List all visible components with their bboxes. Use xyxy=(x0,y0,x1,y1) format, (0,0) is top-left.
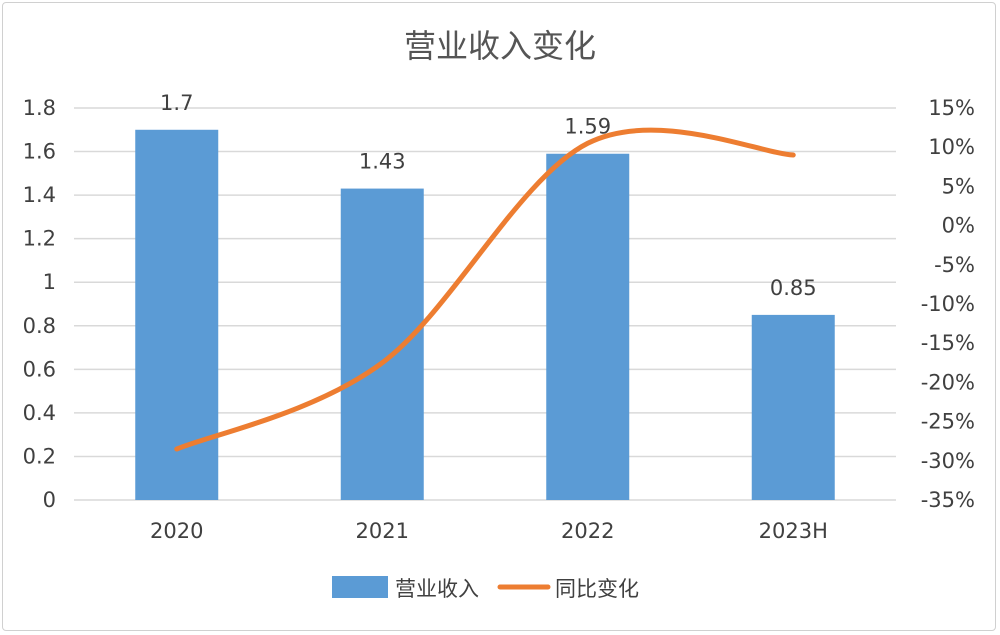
right-axis-tick-label: -35% xyxy=(921,488,975,512)
right-axis-tick-label: 0% xyxy=(942,214,975,238)
left-axis-tick-label: 1.8 xyxy=(23,96,56,120)
legend-label-bar: 营业收入 xyxy=(395,577,479,601)
bar xyxy=(751,314,835,500)
line-series xyxy=(174,127,796,452)
legend: 营业收入 同比变化 xyxy=(332,576,639,601)
left-axis-tick-label: 0.2 xyxy=(23,444,56,468)
x-axis-tick-label: 2023H xyxy=(759,519,828,543)
left-axis-tick-label: 1.2 xyxy=(23,227,56,251)
bar-data-label: 1.43 xyxy=(359,150,406,174)
left-axis-tick-label: 1.6 xyxy=(23,140,56,164)
right-axis-tick-label: -10% xyxy=(921,292,975,316)
right-axis-tick-label: 15% xyxy=(928,96,975,120)
right-axis-ticks: -35% -30% -25% -20% -15% -10% -5% 0% 5% 10% 15% xyxy=(921,96,975,512)
x-axis-tick-label: 2020 xyxy=(150,519,203,543)
line-path xyxy=(174,127,796,452)
bar xyxy=(340,188,424,501)
right-axis-tick-label: -30% xyxy=(921,449,975,473)
left-axis-tick-label: 0.6 xyxy=(23,357,56,381)
right-axis-tick-label: -20% xyxy=(921,370,975,394)
x-axis-ticks: 2020 2021 2022 2023H xyxy=(150,519,828,543)
left-axis-tick-label: 0.4 xyxy=(23,401,56,425)
left-axis-ticks: 0 0.2 0.4 0.6 0.8 1 1.2 1.4 1.6 1.8 xyxy=(23,96,56,512)
right-axis-tick-label: -25% xyxy=(921,410,975,434)
right-axis-tick-label: 5% xyxy=(942,174,975,198)
right-axis-tick-label: 10% xyxy=(928,135,975,159)
chart-title: 营业收入变化 xyxy=(404,27,596,65)
left-axis-tick-label: 1 xyxy=(43,270,56,294)
bar xyxy=(135,129,219,500)
legend-label-line: 同比变化 xyxy=(555,577,639,601)
x-axis-tick-label: 2021 xyxy=(356,519,409,543)
bar xyxy=(546,153,630,500)
left-axis-tick-label: 0.8 xyxy=(23,314,56,338)
right-axis-tick-label: -15% xyxy=(921,331,975,355)
x-axis-tick-label: 2022 xyxy=(561,519,614,543)
left-axis-tick-label: 1.4 xyxy=(23,183,56,207)
left-axis-tick-label: 0 xyxy=(43,488,56,512)
bar-series xyxy=(135,129,835,501)
bar-data-label: 0.85 xyxy=(770,276,817,300)
right-axis-tick-label: -5% xyxy=(934,253,975,277)
legend-swatch-bar xyxy=(332,576,388,598)
bar-data-label: 1.7 xyxy=(160,91,193,115)
